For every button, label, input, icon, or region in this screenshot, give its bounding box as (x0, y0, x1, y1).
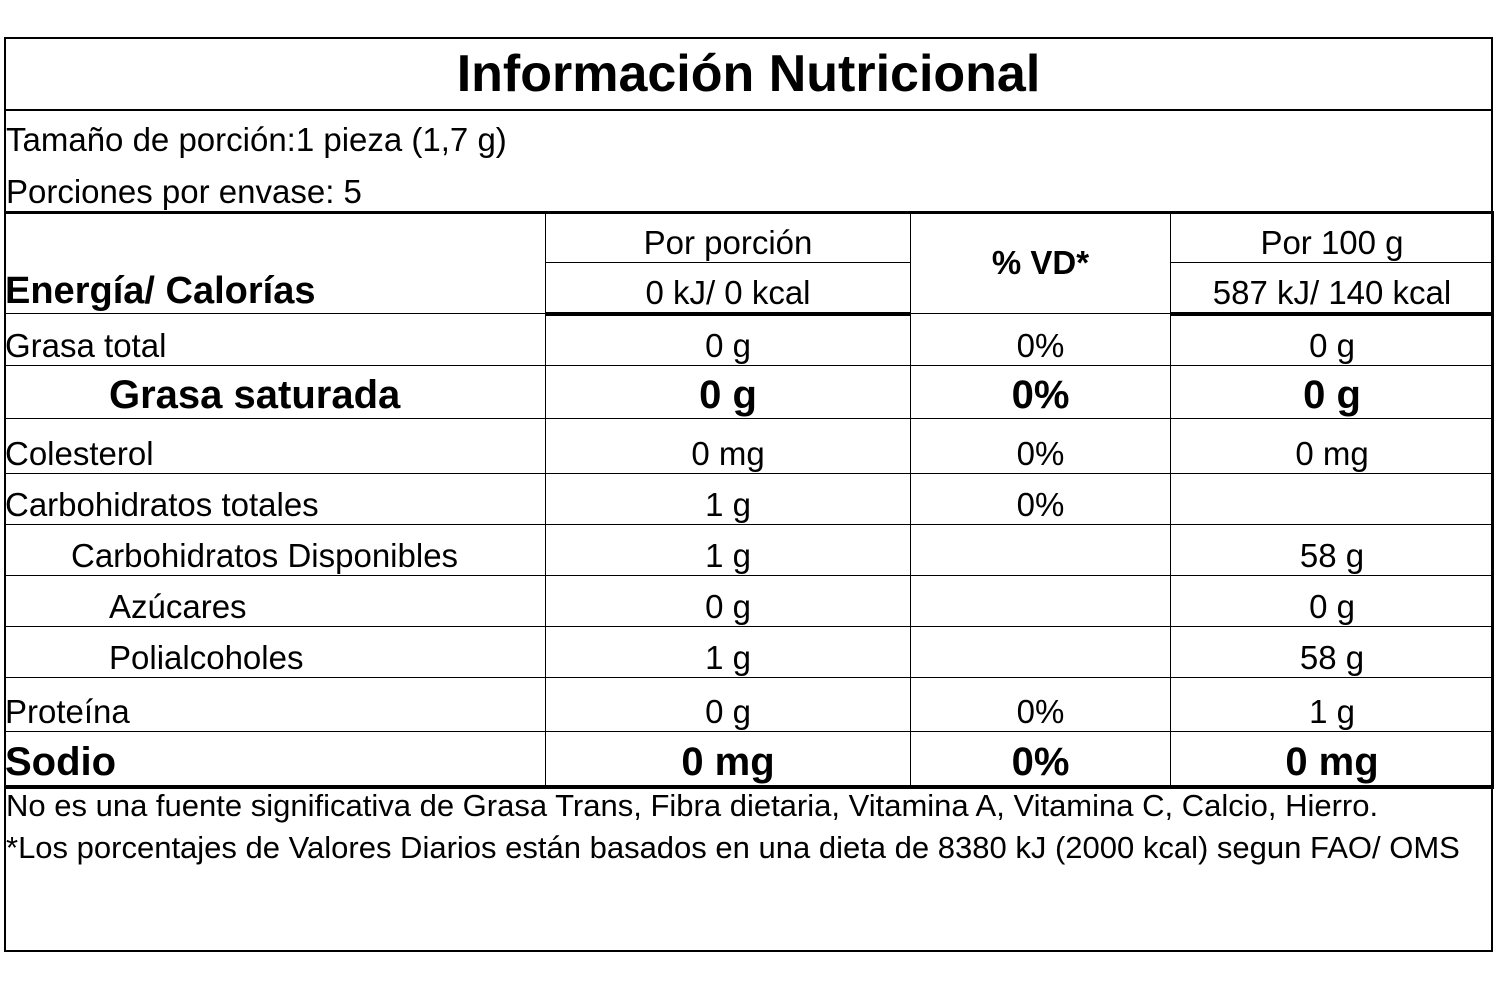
nutrient-name: Sodio (4, 731, 546, 789)
nutrient-per-100: 1 g (1170, 677, 1494, 732)
label-title: Información Nutricional (6, 39, 1491, 111)
nutrient-name: Polialcoholes (4, 626, 546, 678)
nutrient-portion: 0 g (545, 677, 911, 732)
header-per-100: Por 100 g (1170, 211, 1494, 263)
header-vd: % VD* (910, 211, 1171, 314)
energy-row: 0 kJ/ 0 kcal 587 kJ/ 140 kcal (5, 262, 1494, 316)
energy-label: Energía/ Calorías (4, 211, 546, 314)
nutrient-per-100: 0 g (1170, 313, 1494, 366)
table-row: Grasa saturada 0 g 0% 0 g (4, 365, 1494, 419)
nutrient-name: Carbohidratos Disponibles (4, 524, 546, 576)
table-row: Sodio 0 mg 0% 0 mg (4, 731, 1494, 789)
footnotes: No es una fuente significativa de Grasa … (6, 785, 1491, 869)
nutrient-portion: 0 g (545, 313, 911, 366)
nutrient-vd: 0% (910, 677, 1171, 732)
table-row: Carbohidratos Disponibles 1 g 58 g (4, 524, 1494, 576)
serving-size: Tamaño de porción:1 pieza (1,7 g) (6, 121, 507, 158)
nutrient-portion: 1 g (545, 626, 911, 678)
nutrition-table: Energía/ Calorías Por porción % VD* Por … (4, 211, 1494, 789)
nutrient-vd: 0% (910, 731, 1171, 789)
nutrient-portion: 0 mg (545, 418, 911, 474)
daily-values-note: *Los porcentajes de Valores Diarios está… (6, 830, 1460, 865)
nutrient-portion: 1 g (545, 473, 911, 525)
nutrient-portion: 0 g (545, 575, 911, 627)
nutrient-name: Grasa saturada (4, 365, 546, 419)
nutrient-per-100: 0 g (1170, 365, 1494, 419)
table-row: Colesterol 0 mg 0% 0 mg (4, 418, 1494, 474)
nutrient-vd (910, 524, 1171, 576)
table-row: Polialcoholes 1 g 58 g (4, 626, 1494, 678)
nutrient-vd (910, 575, 1171, 627)
nutrient-name: Proteína (4, 677, 546, 732)
nutrient-name: Azúcares (4, 575, 546, 627)
servings-per-container: Porciones por envase: 5 (6, 173, 362, 210)
table-row: Proteína 0 g 0% 1 g (4, 677, 1494, 732)
nutrient-per-100: 0 mg (1170, 418, 1494, 474)
energy-per-100: 587 kJ/ 140 kcal (1170, 262, 1494, 316)
not-significant-note: No es una fuente significativa de Grasa … (6, 788, 1379, 823)
nutrient-name: Carbohidratos totales (4, 473, 546, 525)
nutrient-vd: 0% (910, 313, 1171, 366)
nutrient-per-100: 0 mg (1170, 731, 1494, 789)
nutrient-portion: 1 g (545, 524, 911, 576)
nutrition-label: Información Nutricional Tamaño de porció… (4, 37, 1494, 952)
serving-info: Tamaño de porción:1 pieza (1,7 g) Porcio… (6, 109, 1491, 214)
nutrient-vd (910, 626, 1171, 678)
nutrient-vd: 0% (910, 365, 1171, 419)
nutrient-vd: 0% (910, 418, 1171, 474)
table-row: Azúcares 0 g 0 g (4, 575, 1494, 627)
nutrient-portion: 0 mg (545, 731, 911, 789)
header-per-portion: Por porción (545, 211, 911, 263)
nutrient-per-100: 0 g (1170, 575, 1494, 627)
nutrient-portion: 0 g (545, 365, 911, 419)
nutrient-name: Grasa total (4, 313, 546, 366)
nutrient-name: Colesterol (4, 418, 546, 474)
nutrient-vd: 0% (910, 473, 1171, 525)
table-row: Carbohidratos totales 1 g 0% (4, 473, 1494, 525)
header-row: Energía/ Calorías Por porción % VD* Por … (4, 211, 1494, 314)
nutrient-per-100: 58 g (1170, 524, 1494, 576)
nutrient-per-100: 58 g (1170, 626, 1494, 678)
table-row: Grasa total 0 g 0% 0 g (4, 313, 1494, 366)
energy-portion: 0 kJ/ 0 kcal (545, 262, 911, 316)
nutrient-per-100 (1170, 473, 1494, 525)
